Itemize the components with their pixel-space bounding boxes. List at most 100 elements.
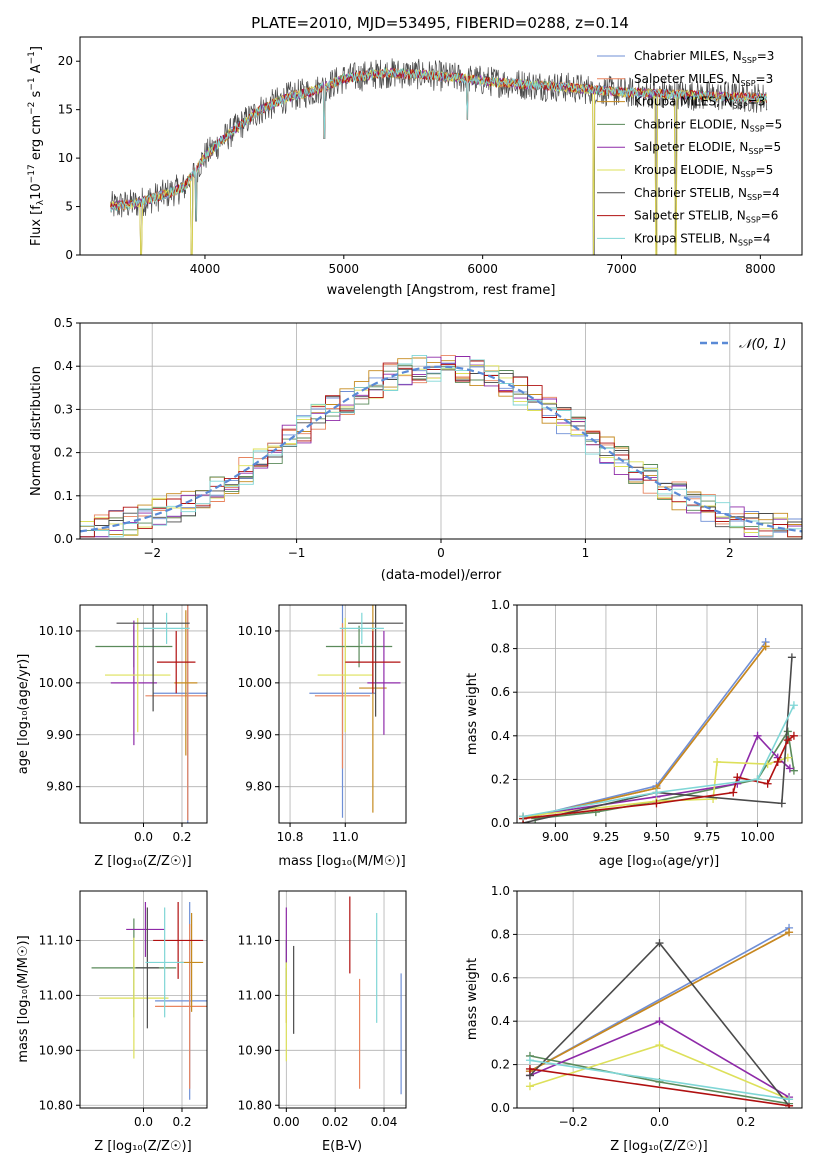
- y-tick-label: 0.2: [54, 446, 73, 460]
- y-tick-label: 9.80: [245, 780, 272, 794]
- weight-line-chabrier-elodie: [535, 729, 795, 820]
- x-tick-label: 0.2: [736, 1115, 755, 1129]
- y-tick-label: 11.00: [238, 988, 272, 1002]
- x-tick-label: 0.0: [650, 1115, 669, 1129]
- y-tick-label: 9.80: [46, 780, 73, 794]
- y-tick-label: 10.80: [39, 1098, 73, 1112]
- weight-vs-age-panel: 9.00 9.25 9.50 9.75 10.000.00.20.40.60.81.0 …: [465, 598, 803, 869]
- y-tick-label: 10.00: [238, 676, 272, 690]
- spectrum-line-kroupa-stelib: [110, 67, 767, 222]
- y-tick-label: 10.90: [39, 1043, 73, 1057]
- x-tick-label: 0.02: [322, 1115, 349, 1129]
- residuals-legend: 𝒩(0, 1): [700, 337, 786, 352]
- x-tick-label: 0.00: [273, 1115, 300, 1129]
- legend-label: Kroupa MILES, NSSP=3: [634, 95, 765, 111]
- y-tick-label: 11.00: [39, 988, 73, 1002]
- weight-point-chabrier-elodie: [531, 814, 540, 823]
- x-tick-label: 0.04: [371, 1115, 398, 1129]
- legend-label: Salpeter MILES, NSSP=3: [634, 72, 773, 88]
- x-tick-label: 7000: [606, 262, 637, 276]
- x-tick-label: 9.75: [694, 830, 721, 844]
- x-tick-label: 9.25: [593, 830, 620, 844]
- residuals-xlabel: (data-model)/error: [381, 568, 502, 583]
- weight-point-kroupa-stelib: [785, 1095, 794, 1104]
- age-vs-z-frame: [79, 604, 208, 824]
- y-tick-label: 1.0: [491, 884, 510, 898]
- mass-vs-z-panel: 0.0 0.2 10.80 10.90 11.00 11.10 Z [log₁₀(Z/Z☉…: [16, 890, 208, 1154]
- y-tick-label: 0.5: [54, 316, 73, 330]
- residuals-frame: [79, 322, 803, 540]
- y-tick-label: 9.90: [245, 728, 272, 742]
- weight-vs-z-ylabel: mass weight: [465, 958, 480, 1040]
- y-tick-label: 0.0: [54, 532, 73, 546]
- weight-point-kroupa-elodie: [713, 757, 722, 766]
- weight-point-kroupa-miles: [785, 928, 794, 937]
- weight-line-salpeter-stelib: [529, 1068, 790, 1107]
- weight-point-salpeter-elodie: [655, 1017, 664, 1026]
- y-tick-label: 0.4: [54, 359, 73, 373]
- age-vs-z-xlabel: Z [log₁₀(Z/Z☉)]: [94, 854, 191, 869]
- mass-vs-z-xlabel: Z [log₁₀(Z/Z☉)]: [94, 1139, 191, 1154]
- y-tick-label: 10: [58, 151, 73, 165]
- x-tick-label: 0: [437, 546, 445, 560]
- y-tick-label: 0.6: [491, 971, 510, 985]
- y-tick-label: 5: [65, 200, 73, 214]
- y-tick-label: 10.00: [39, 676, 73, 690]
- y-tick-label: 0.8: [491, 927, 510, 941]
- legend-label: Kroupa ELODIE, NSSP=5: [634, 163, 773, 179]
- residuals-panel: −2 −1 0 1 2 0.0 0.1 0.2 0.3 0.4 0.5 (data-model)/e…: [29, 316, 803, 583]
- weight-point-salpeter-stelib: [773, 757, 782, 766]
- weight-line-kroupa-stelib: [522, 704, 795, 818]
- y-tick-label: 0.0: [491, 1101, 510, 1115]
- weight-line-kroupa-elodie: [523, 756, 789, 818]
- spectrum-xlabel: wavelength [Angstrom, rest frame]: [327, 283, 556, 298]
- weight-point-kroupa-stelib: [753, 775, 762, 784]
- x-tick-label: 1: [582, 546, 590, 560]
- y-tick-label: 10.10: [238, 624, 272, 638]
- weight-line-kroupa-stelib: [529, 1059, 790, 1101]
- x-tick-label: 9.50: [643, 830, 670, 844]
- y-tick-label: 10.10: [39, 624, 73, 638]
- x-tick-label: 11.0: [332, 830, 359, 844]
- weight-point-salpeter-stelib: [729, 788, 738, 797]
- weight-point-kroupa-stelib: [652, 788, 661, 797]
- weight-point-salpeter-elodie: [753, 731, 762, 740]
- y-tick-label: 0: [65, 248, 73, 262]
- normal-curve: [80, 365, 802, 533]
- weight-line-chabrier-miles: [522, 641, 767, 820]
- histogram-kroupa-stelib: [80, 354, 802, 538]
- y-tick-label: 0.4: [491, 1014, 510, 1028]
- mass-vs-ebv-panel: 0.00 0.02 0.04 10.80 10.90 11.00 11.10 E(B-V): [238, 890, 407, 1154]
- weight-line-chabrier-stelib: [522, 657, 793, 823]
- legend-label: Chabrier STELIB, NSSP=4: [634, 186, 780, 202]
- weight-point-kroupa-stelib: [789, 701, 798, 710]
- spectrum-legend: Chabrier MILES, NSSP=3 Salpeter MILES, NS…: [597, 49, 782, 247]
- x-tick-label: 9.00: [542, 830, 569, 844]
- spectrum-title: PLATE=2010, MJD=53495, FIBERID=0288, z=0…: [251, 14, 629, 32]
- age-vs-z-ylabel: age [log₁₀(age/yr)]: [16, 654, 31, 775]
- y-tick-label: 10.90: [238, 1043, 272, 1057]
- mass-vs-z-ylabel: mass [log₁₀(M/M☉)]: [16, 935, 31, 1062]
- weight-point-salpeter-stelib: [525, 1064, 534, 1073]
- x-tick-label: 10.8: [277, 830, 304, 844]
- spectrum-panel: PLATE=2010, MJD=53495, FIBERID=0288, z=0…: [27, 14, 803, 298]
- y-tick-label: 0.8: [491, 642, 510, 656]
- y-tick-label: 0.2: [491, 772, 510, 786]
- weight-vs-z-xlabel: Z [log₁₀(Z/Z☉)]: [610, 1139, 707, 1154]
- x-tick-label: −2: [143, 546, 161, 560]
- weight-line-salpeter-stelib: [523, 735, 795, 820]
- spectrum-frame: [79, 36, 803, 256]
- weight-point-kroupa-stelib: [519, 812, 528, 821]
- age-vs-mass-xlabel: mass [log₁₀(M/M☉)]: [278, 854, 405, 869]
- weight-vs-z-panel: −0.2 0.0 0.2 0.0 0.2 0.4 0.6 0.8 1.0 Z [log₁₀(Z/…: [465, 884, 803, 1154]
- y-tick-label: 15: [58, 103, 73, 117]
- x-tick-label: 0.2: [172, 1115, 191, 1129]
- legend-label: Salpeter ELODIE, NSSP=5: [634, 140, 781, 156]
- age-vs-mass-frame: [278, 604, 407, 824]
- y-tick-label: 0.3: [54, 402, 73, 416]
- x-tick-label: −0.2: [559, 1115, 588, 1129]
- y-tick-label: 11.10: [39, 933, 73, 947]
- weight-point-chabrier-elodie: [591, 808, 600, 817]
